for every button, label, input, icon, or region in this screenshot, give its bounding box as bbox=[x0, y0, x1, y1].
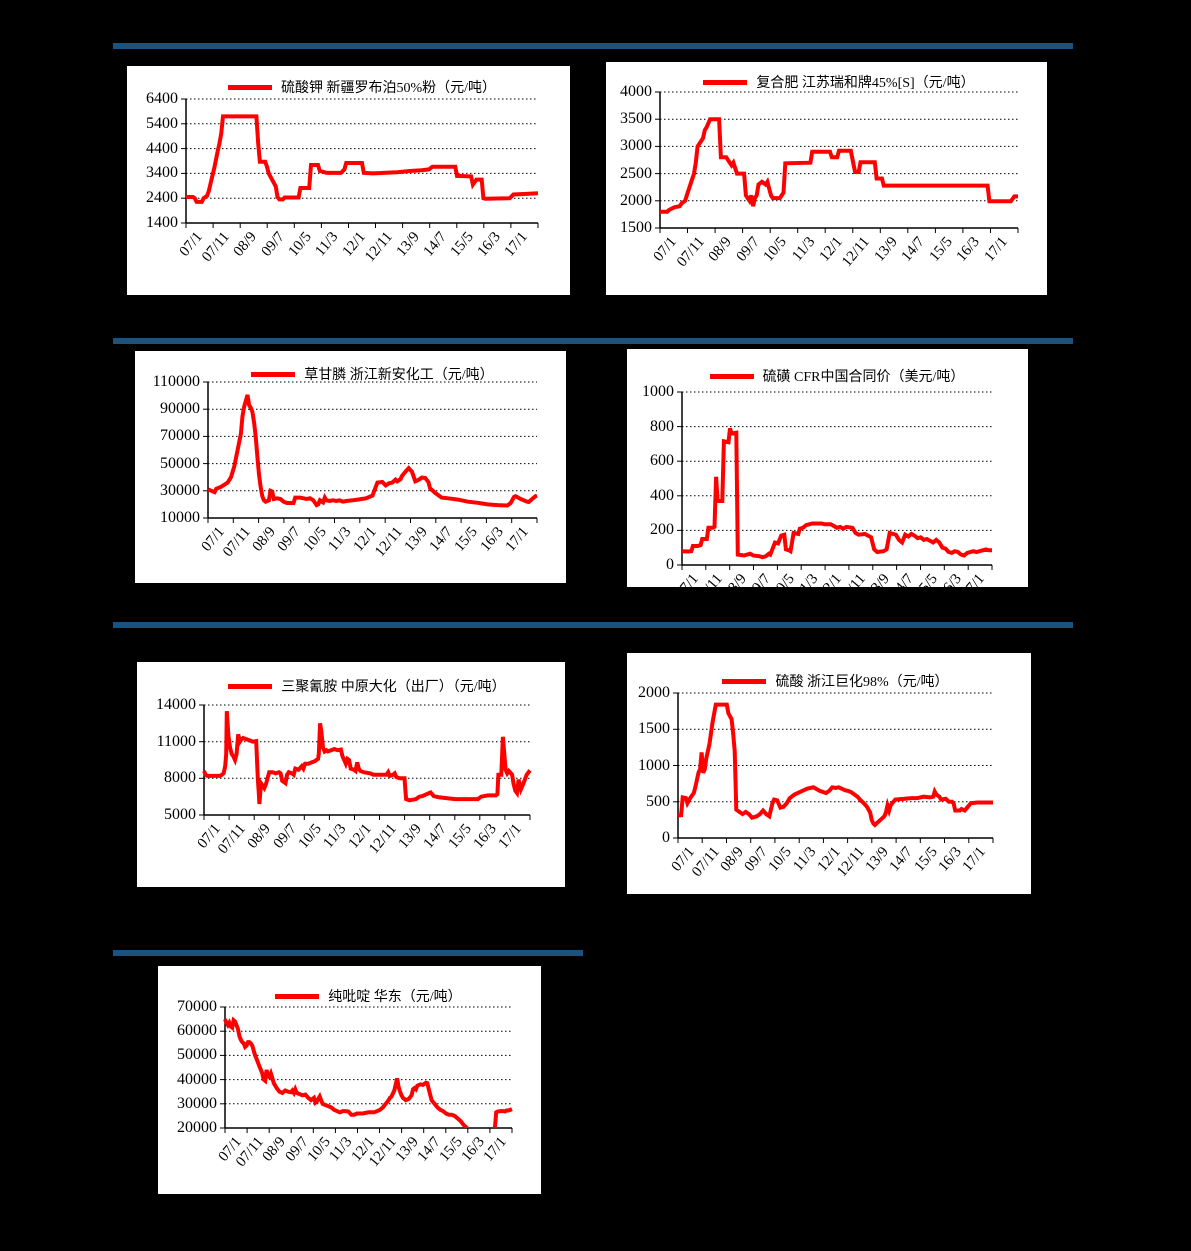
y-tick-label: 500 bbox=[646, 792, 670, 810]
chart-panel-melamine: 三聚氰胺 中原大化（出厂）（元/吨） 14000 11000 8000 5000 07/… bbox=[137, 662, 565, 887]
legend-label: 三聚氰胺 中原大化（出厂）（元/吨） bbox=[281, 680, 506, 695]
y-tick-label: 5000 bbox=[164, 806, 196, 823]
price-series-line bbox=[681, 427, 992, 560]
price-series-line bbox=[223, 1016, 513, 1128]
price-series-line bbox=[202, 710, 532, 805]
y-tick-label: 400 bbox=[650, 486, 674, 504]
section-divider-2 bbox=[113, 338, 1073, 344]
price-series-line bbox=[677, 702, 993, 828]
y-tick-label: 60000 bbox=[177, 1022, 217, 1040]
chart-legend: 硫酸 浙江巨化98%（元/吨） bbox=[678, 672, 993, 690]
legend-line-swatch bbox=[722, 678, 767, 684]
y-tick-label: 2000 bbox=[638, 684, 670, 701]
y-tick-label: 11000 bbox=[156, 732, 196, 750]
chart-legend: 草甘膦 浙江新安化工（元/吨） bbox=[208, 365, 537, 383]
y-tick-label: 50000 bbox=[177, 1046, 217, 1064]
y-tick-label: 3400 bbox=[146, 164, 178, 182]
chart-svg bbox=[203, 381, 538, 523]
y-tick-label: 70000 bbox=[177, 998, 217, 1015]
legend-line-swatch bbox=[275, 993, 320, 999]
chart-legend: 三聚氰胺 中原大化（出厂）（元/吨） bbox=[204, 677, 530, 695]
chart-legend: 硫酸钾 新疆罗布泊50%粉（元/吨） bbox=[186, 78, 538, 96]
chart-panel-sulfuric-acid: 硫酸 浙江巨化98%（元/吨） 2000 1500 1000 500 0 07/1 07/1… bbox=[627, 653, 1031, 894]
section-divider-1 bbox=[113, 43, 1073, 49]
chart-panel-sulfur: 硫磺 CFR中国合同价（美元/吨） 1000 800 600 400 200 0 07/1 0… bbox=[627, 349, 1028, 587]
y-tick-label: 40000 bbox=[177, 1070, 217, 1088]
y-tick-label: 10000 bbox=[160, 509, 200, 526]
legend-label: 硫磺 CFR中国合同价（美元/吨） bbox=[762, 370, 965, 385]
legend-line-swatch bbox=[228, 683, 273, 689]
y-tick-label: 90000 bbox=[160, 400, 200, 418]
y-tick-label: 4400 bbox=[146, 139, 178, 157]
y-tick-label: 0 bbox=[666, 556, 674, 573]
legend-label: 硫酸 浙江巨化98%（元/吨） bbox=[775, 675, 949, 690]
legend-line-swatch bbox=[703, 79, 748, 85]
y-tick-label: 1400 bbox=[146, 214, 178, 231]
y-tick-label: 3500 bbox=[620, 110, 652, 128]
price-series-line bbox=[207, 394, 538, 508]
y-tick-label: 2000 bbox=[620, 191, 652, 209]
chart-legend: 纯吡啶 华东（元/吨） bbox=[225, 987, 512, 1005]
legend-label: 硫酸钾 新疆罗布泊50%粉（元/吨） bbox=[280, 81, 497, 96]
legend-label: 复合肥 江苏瑞和牌45%[S]（元/吨） bbox=[756, 76, 975, 91]
y-tick-label: 5400 bbox=[146, 114, 178, 132]
section-divider-4 bbox=[113, 950, 583, 956]
chart-svg bbox=[655, 91, 1019, 233]
price-series-line bbox=[660, 117, 1018, 214]
y-tick-label: 1500 bbox=[620, 219, 652, 236]
y-tick-label: 3000 bbox=[620, 137, 652, 155]
chart-panel-glyphosate: 草甘膦 浙江新安化工（元/吨） 110000 90000 70000 50000 300… bbox=[135, 351, 566, 583]
y-tick-label: 110000 bbox=[152, 373, 200, 390]
y-tick-label: 20000 bbox=[177, 1119, 217, 1136]
chart-legend: 硫磺 CFR中国合同价（美元/吨） bbox=[682, 367, 992, 385]
y-tick-label: 14000 bbox=[156, 696, 196, 713]
chart-svg bbox=[199, 704, 532, 820]
y-tick-label: 50000 bbox=[160, 454, 200, 472]
legend-label: 草甘膦 浙江新安化工（元/吨） bbox=[304, 368, 494, 383]
y-tick-label: 1000 bbox=[642, 383, 674, 400]
y-tick-label: 8000 bbox=[164, 769, 196, 787]
y-tick-label: 4000 bbox=[620, 83, 652, 100]
y-tick-label: 800 bbox=[650, 417, 674, 435]
chart-panel-potassium-sulfate: 硫酸钾 新疆罗布泊50%粉（元/吨） 6400 5400 4400 3400 2400 1… bbox=[127, 66, 570, 295]
y-tick-label: 2500 bbox=[620, 164, 652, 182]
y-tick-label: 70000 bbox=[160, 427, 200, 445]
price-series-line bbox=[186, 114, 539, 204]
legend-line-swatch bbox=[709, 373, 754, 379]
y-tick-label: 600 bbox=[650, 452, 674, 470]
chart-svg bbox=[673, 692, 994, 843]
chart-svg bbox=[181, 98, 539, 228]
legend-line-swatch bbox=[251, 371, 296, 377]
chart-svg bbox=[677, 391, 993, 570]
y-tick-label: 200 bbox=[650, 521, 674, 539]
chart-svg bbox=[220, 1006, 513, 1133]
legend-line-swatch bbox=[227, 84, 272, 90]
y-tick-label: 0 bbox=[662, 829, 670, 846]
chart-legend: 复合肥 江苏瑞和牌45%[S]（元/吨） bbox=[660, 73, 1018, 91]
y-tick-label: 30000 bbox=[160, 481, 200, 499]
y-tick-label: 30000 bbox=[177, 1094, 217, 1112]
chart-panel-pyridine: 纯吡啶 华东（元/吨） 70000 60000 50000 40000 30000 200… bbox=[158, 966, 541, 1194]
section-divider-3 bbox=[113, 622, 1073, 628]
y-tick-label: 1000 bbox=[638, 756, 670, 774]
legend-label: 纯吡啶 华东（元/吨） bbox=[328, 990, 462, 1005]
y-tick-label: 2400 bbox=[146, 189, 178, 207]
chart-panel-compound-fertilizer: 复合肥 江苏瑞和牌45%[S]（元/吨） 4000 3500 3000 2500 200… bbox=[606, 62, 1047, 295]
y-tick-label: 6400 bbox=[146, 90, 178, 107]
y-tick-label: 1500 bbox=[638, 720, 670, 738]
